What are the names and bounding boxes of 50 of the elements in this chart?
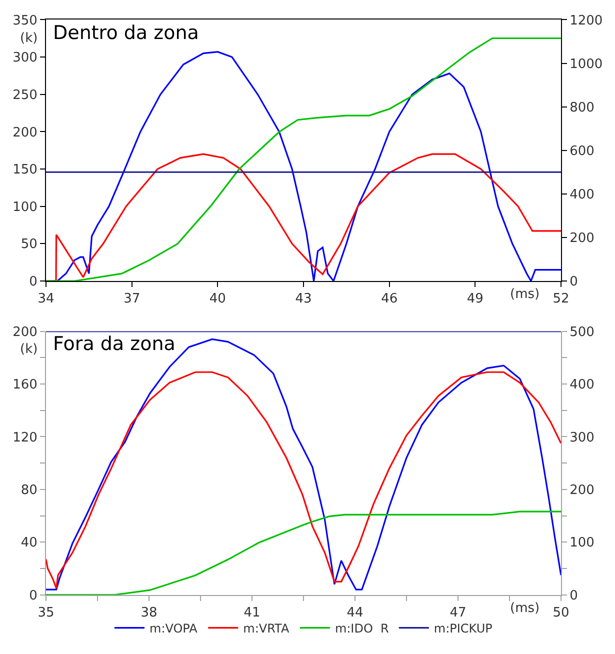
y-tick-label: 300	[12, 50, 38, 66]
y-tick-label: 0	[29, 274, 38, 290]
y2-tick-label: 200	[570, 230, 594, 246]
x-tick-label: 41	[244, 605, 260, 620]
x-tick-label: 37	[124, 292, 140, 307]
y2-tick-label: 400	[570, 378, 594, 393]
chart-title: Dentro da zona	[53, 22, 199, 44]
y2-tick-label: 0	[570, 588, 578, 604]
legend-label: m:IDO R	[334, 622, 389, 636]
y-tick-label: 80	[20, 482, 38, 498]
y-tick-label: 350	[12, 13, 38, 28]
y2-tick-label: 600	[570, 144, 594, 159]
x-tick-label: 47	[450, 605, 466, 620]
y-tick-label: 250	[12, 88, 38, 103]
x-axis-title: (ms)	[510, 287, 540, 302]
y2-tick-label: 200	[570, 482, 594, 498]
x-tick-label: 44	[346, 605, 364, 620]
x-tick-label: 38	[140, 605, 158, 620]
y2-tick-label: 400	[570, 187, 594, 202]
legend-label: m:PICKUP	[434, 622, 492, 636]
y-tick-label: 200	[12, 324, 38, 340]
x-tick-label: 43	[295, 292, 312, 307]
y-tick-label: 120	[12, 430, 38, 446]
y2-tick-label: 300	[570, 430, 594, 446]
chart-title: Fora da zona	[53, 333, 176, 355]
legend-label: m:VOPA	[150, 622, 198, 636]
y-axis-title: (k)	[20, 342, 38, 357]
x-tick-label: 35	[38, 605, 54, 620]
x-tick-label: 50	[552, 605, 570, 620]
y2-tick-label: 100	[570, 536, 594, 551]
y2-tick-label: 800	[570, 100, 594, 116]
y-tick-label: 100	[12, 200, 38, 215]
y-tick-label: 200	[12, 125, 38, 140]
y-tick-label: 160	[12, 378, 38, 393]
y-tick-label: 40	[20, 536, 38, 551]
y-tick-label: 0	[29, 588, 38, 604]
y-tick-label: 50	[20, 237, 38, 252]
x-tick-label: 46	[381, 292, 398, 307]
x-tick-label: 49	[466, 292, 484, 307]
y2-tick-label: 1200	[570, 13, 603, 28]
x-tick-label: 40	[209, 292, 226, 307]
x-axis-title: (ms)	[510, 601, 540, 616]
y2-tick-label: 500	[570, 324, 594, 340]
y-tick-label: 150	[12, 162, 38, 178]
y2-tick-label: 1000	[570, 56, 603, 72]
x-tick-label: 34	[38, 292, 54, 307]
y-axis-title: (k)	[20, 31, 38, 46]
legend-label: m:VRTA	[243, 622, 290, 636]
x-tick-label: 52	[552, 292, 570, 307]
y2-tick-label: 0	[570, 274, 578, 290]
